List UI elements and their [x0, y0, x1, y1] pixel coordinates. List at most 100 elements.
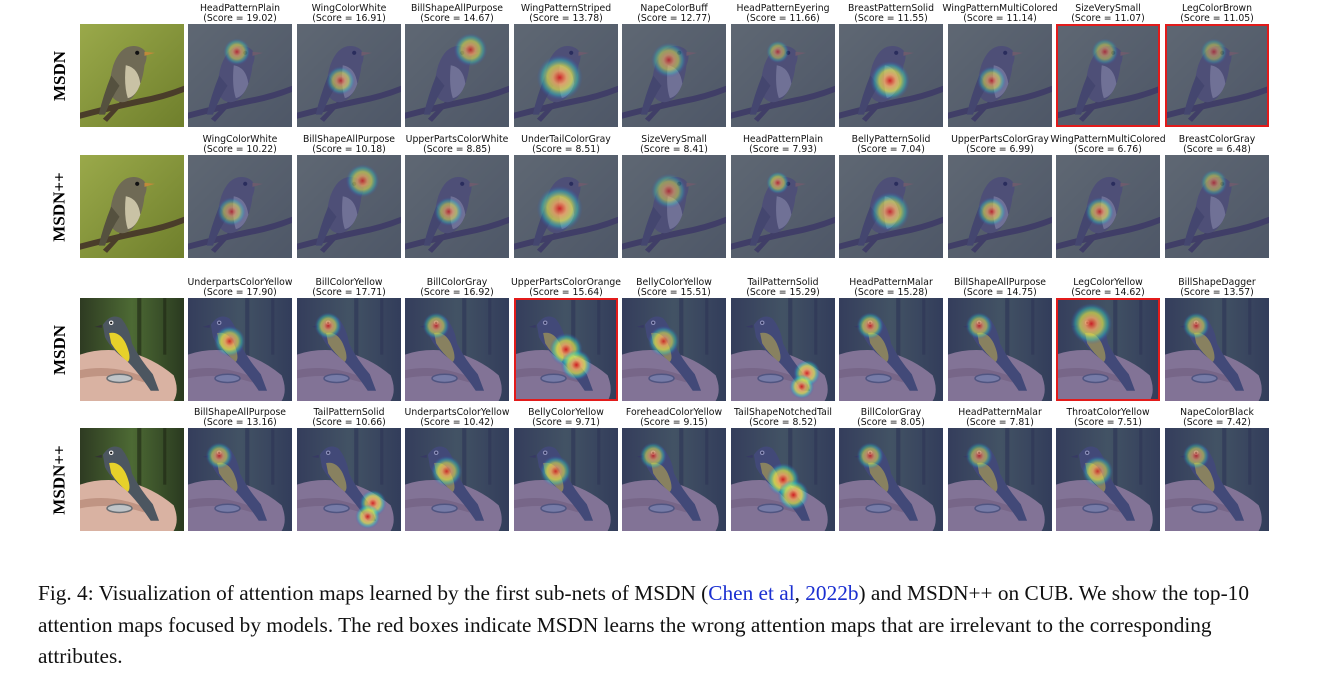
wrong-attention-map	[514, 298, 618, 401]
attention-map-title: LegColorBrown (Score = 11.05)	[1157, 4, 1277, 24]
attention-map-title: UnderTailColorGray (Score = 8.51)	[506, 135, 626, 155]
attention-map	[405, 298, 509, 401]
attribute-name: BreastColorGray	[1178, 134, 1256, 145]
heatmap-overlay	[948, 298, 1052, 401]
attribute-score: (Score = 15.64)	[529, 287, 603, 298]
heatmap-overlay	[839, 155, 943, 258]
heatmap-overlay	[948, 428, 1052, 531]
attention-map	[1056, 155, 1160, 258]
attribute-name: BillColorGray	[860, 407, 922, 418]
attribute-name: UnderpartsColorYellow	[187, 277, 293, 288]
heatmap-overlay	[514, 298, 618, 401]
attention-map	[948, 298, 1052, 401]
attribute-name: ThroatColorYellow	[1066, 407, 1150, 418]
attribute-name: BillShapeAllPurpose	[302, 134, 396, 145]
heatmap-overlay	[297, 428, 401, 531]
attribute-name: BellyColorYellow	[636, 277, 712, 288]
attention-map	[405, 155, 509, 258]
row-label-2: MSDN	[40, 298, 80, 401]
attention-map	[1165, 298, 1269, 401]
attention-map	[297, 298, 401, 401]
heatmap-overlay	[405, 298, 509, 401]
attention-map-title: BellyColorYellow (Score = 9.71)	[506, 408, 626, 428]
attention-map	[1056, 428, 1160, 531]
attribute-name: WingPatternStriped	[520, 3, 612, 14]
attribute-score: (Score = 8.85)	[423, 144, 491, 155]
attribute-name: SizeVerySmall	[641, 134, 707, 145]
attribute-score: (Score = 12.77)	[637, 13, 711, 24]
attention-map	[514, 155, 618, 258]
attribute-name: HeadPatternPlain	[742, 134, 824, 145]
original-bird-photo	[80, 428, 184, 531]
attention-map	[731, 428, 835, 531]
heatmap-overlay	[1165, 298, 1269, 401]
attention-map	[514, 24, 618, 127]
citation-author-link[interactable]: Chen et al	[708, 581, 795, 605]
attribute-name: WingPatternMultiColored	[942, 3, 1058, 14]
attention-map-title: BillShapeDagger (Score = 13.57)	[1157, 278, 1277, 298]
heatmap-overlay	[731, 24, 835, 127]
attribute-score: (Score = 11.14)	[963, 13, 1037, 24]
attention-map	[188, 24, 292, 127]
attribute-score: (Score = 14.67)	[420, 13, 494, 24]
bird-photo-svg	[80, 155, 184, 258]
attribute-score: (Score = 7.42)	[1183, 417, 1251, 428]
heatmap-overlay	[839, 24, 943, 127]
attention-map	[731, 298, 835, 401]
heatmap-overlay	[839, 428, 943, 531]
heatmap-overlay	[297, 298, 401, 401]
attention-map	[188, 155, 292, 258]
attribute-name: BillShapeDagger	[1178, 277, 1256, 288]
attribute-score: (Score = 15.51)	[637, 287, 711, 298]
attention-map	[948, 24, 1052, 127]
heatmap-overlay	[514, 155, 618, 258]
attribute-name: LegColorBrown	[1181, 3, 1253, 14]
attribute-score: (Score = 14.62)	[1071, 287, 1145, 298]
attention-map-title: HeadPatternPlain (Score = 7.93)	[723, 135, 843, 155]
attribute-score: (Score = 7.04)	[857, 144, 925, 155]
attention-map-title: NapeColorBuff (Score = 12.77)	[614, 4, 734, 24]
attention-map-title: WingPatternMultiColored (Score = 11.14)	[940, 4, 1060, 24]
attention-map	[839, 428, 943, 531]
attribute-score: (Score = 16.92)	[420, 287, 494, 298]
row-label-0: MSDN	[40, 24, 80, 127]
attribute-score: (Score = 10.22)	[203, 144, 277, 155]
attribute-score: (Score = 10.18)	[312, 144, 386, 155]
heatmap-overlay	[622, 298, 726, 401]
attribute-name: TailPatternSolid	[313, 407, 385, 418]
model-name: MSDN	[50, 324, 69, 375]
attention-map	[405, 24, 509, 127]
attribute-name: WingPatternMultiColored	[1050, 134, 1166, 145]
heatmap-overlay	[514, 24, 618, 127]
attention-map-title: NapeColorBlack (Score = 7.42)	[1157, 408, 1277, 428]
attribute-name: WingColorWhite	[311, 3, 387, 14]
attention-map-title: BillColorGray (Score = 16.92)	[397, 278, 517, 298]
attribute-score: (Score = 17.90)	[203, 287, 277, 298]
attention-map-title: UpperPartsColorWhite (Score = 8.85)	[397, 135, 517, 155]
attention-map-title: UnderpartsColorYellow (Score = 17.90)	[180, 278, 300, 298]
attribute-name: NapeColorBlack	[1180, 407, 1254, 418]
wrong-attention-map	[1056, 24, 1160, 127]
citation-year-link[interactable]: 2022b	[805, 581, 859, 605]
attention-map-title: BreastPatternSolid (Score = 11.55)	[831, 4, 951, 24]
attention-map	[731, 24, 835, 127]
attention-map-title: WingPatternStriped (Score = 13.78)	[506, 4, 626, 24]
heatmap-overlay	[731, 298, 835, 401]
heatmap-overlay	[188, 428, 292, 531]
attention-map	[297, 155, 401, 258]
attribute-score: (Score = 14.75)	[963, 287, 1037, 298]
attention-map	[622, 155, 726, 258]
bird-photo-svg	[80, 298, 184, 401]
attribute-name: UnderpartsColorYellow	[404, 407, 510, 418]
attention-map	[948, 155, 1052, 258]
attribute-score: (Score = 13.57)	[1180, 287, 1254, 298]
attribute-name: NapeColorBuff	[640, 3, 708, 14]
attribute-score: (Score = 6.48)	[1183, 144, 1251, 155]
attribute-score: (Score = 7.51)	[1074, 417, 1142, 428]
attention-map-title: HeadPatternEyering (Score = 11.66)	[723, 4, 843, 24]
bird-photo-svg	[80, 24, 184, 127]
attention-map-title: HeadPatternMalar (Score = 7.81)	[940, 408, 1060, 428]
attribute-name: BreastPatternSolid	[847, 3, 934, 14]
attribute-name: BillColorGray	[426, 277, 488, 288]
attribute-score: (Score = 15.29)	[746, 287, 820, 298]
